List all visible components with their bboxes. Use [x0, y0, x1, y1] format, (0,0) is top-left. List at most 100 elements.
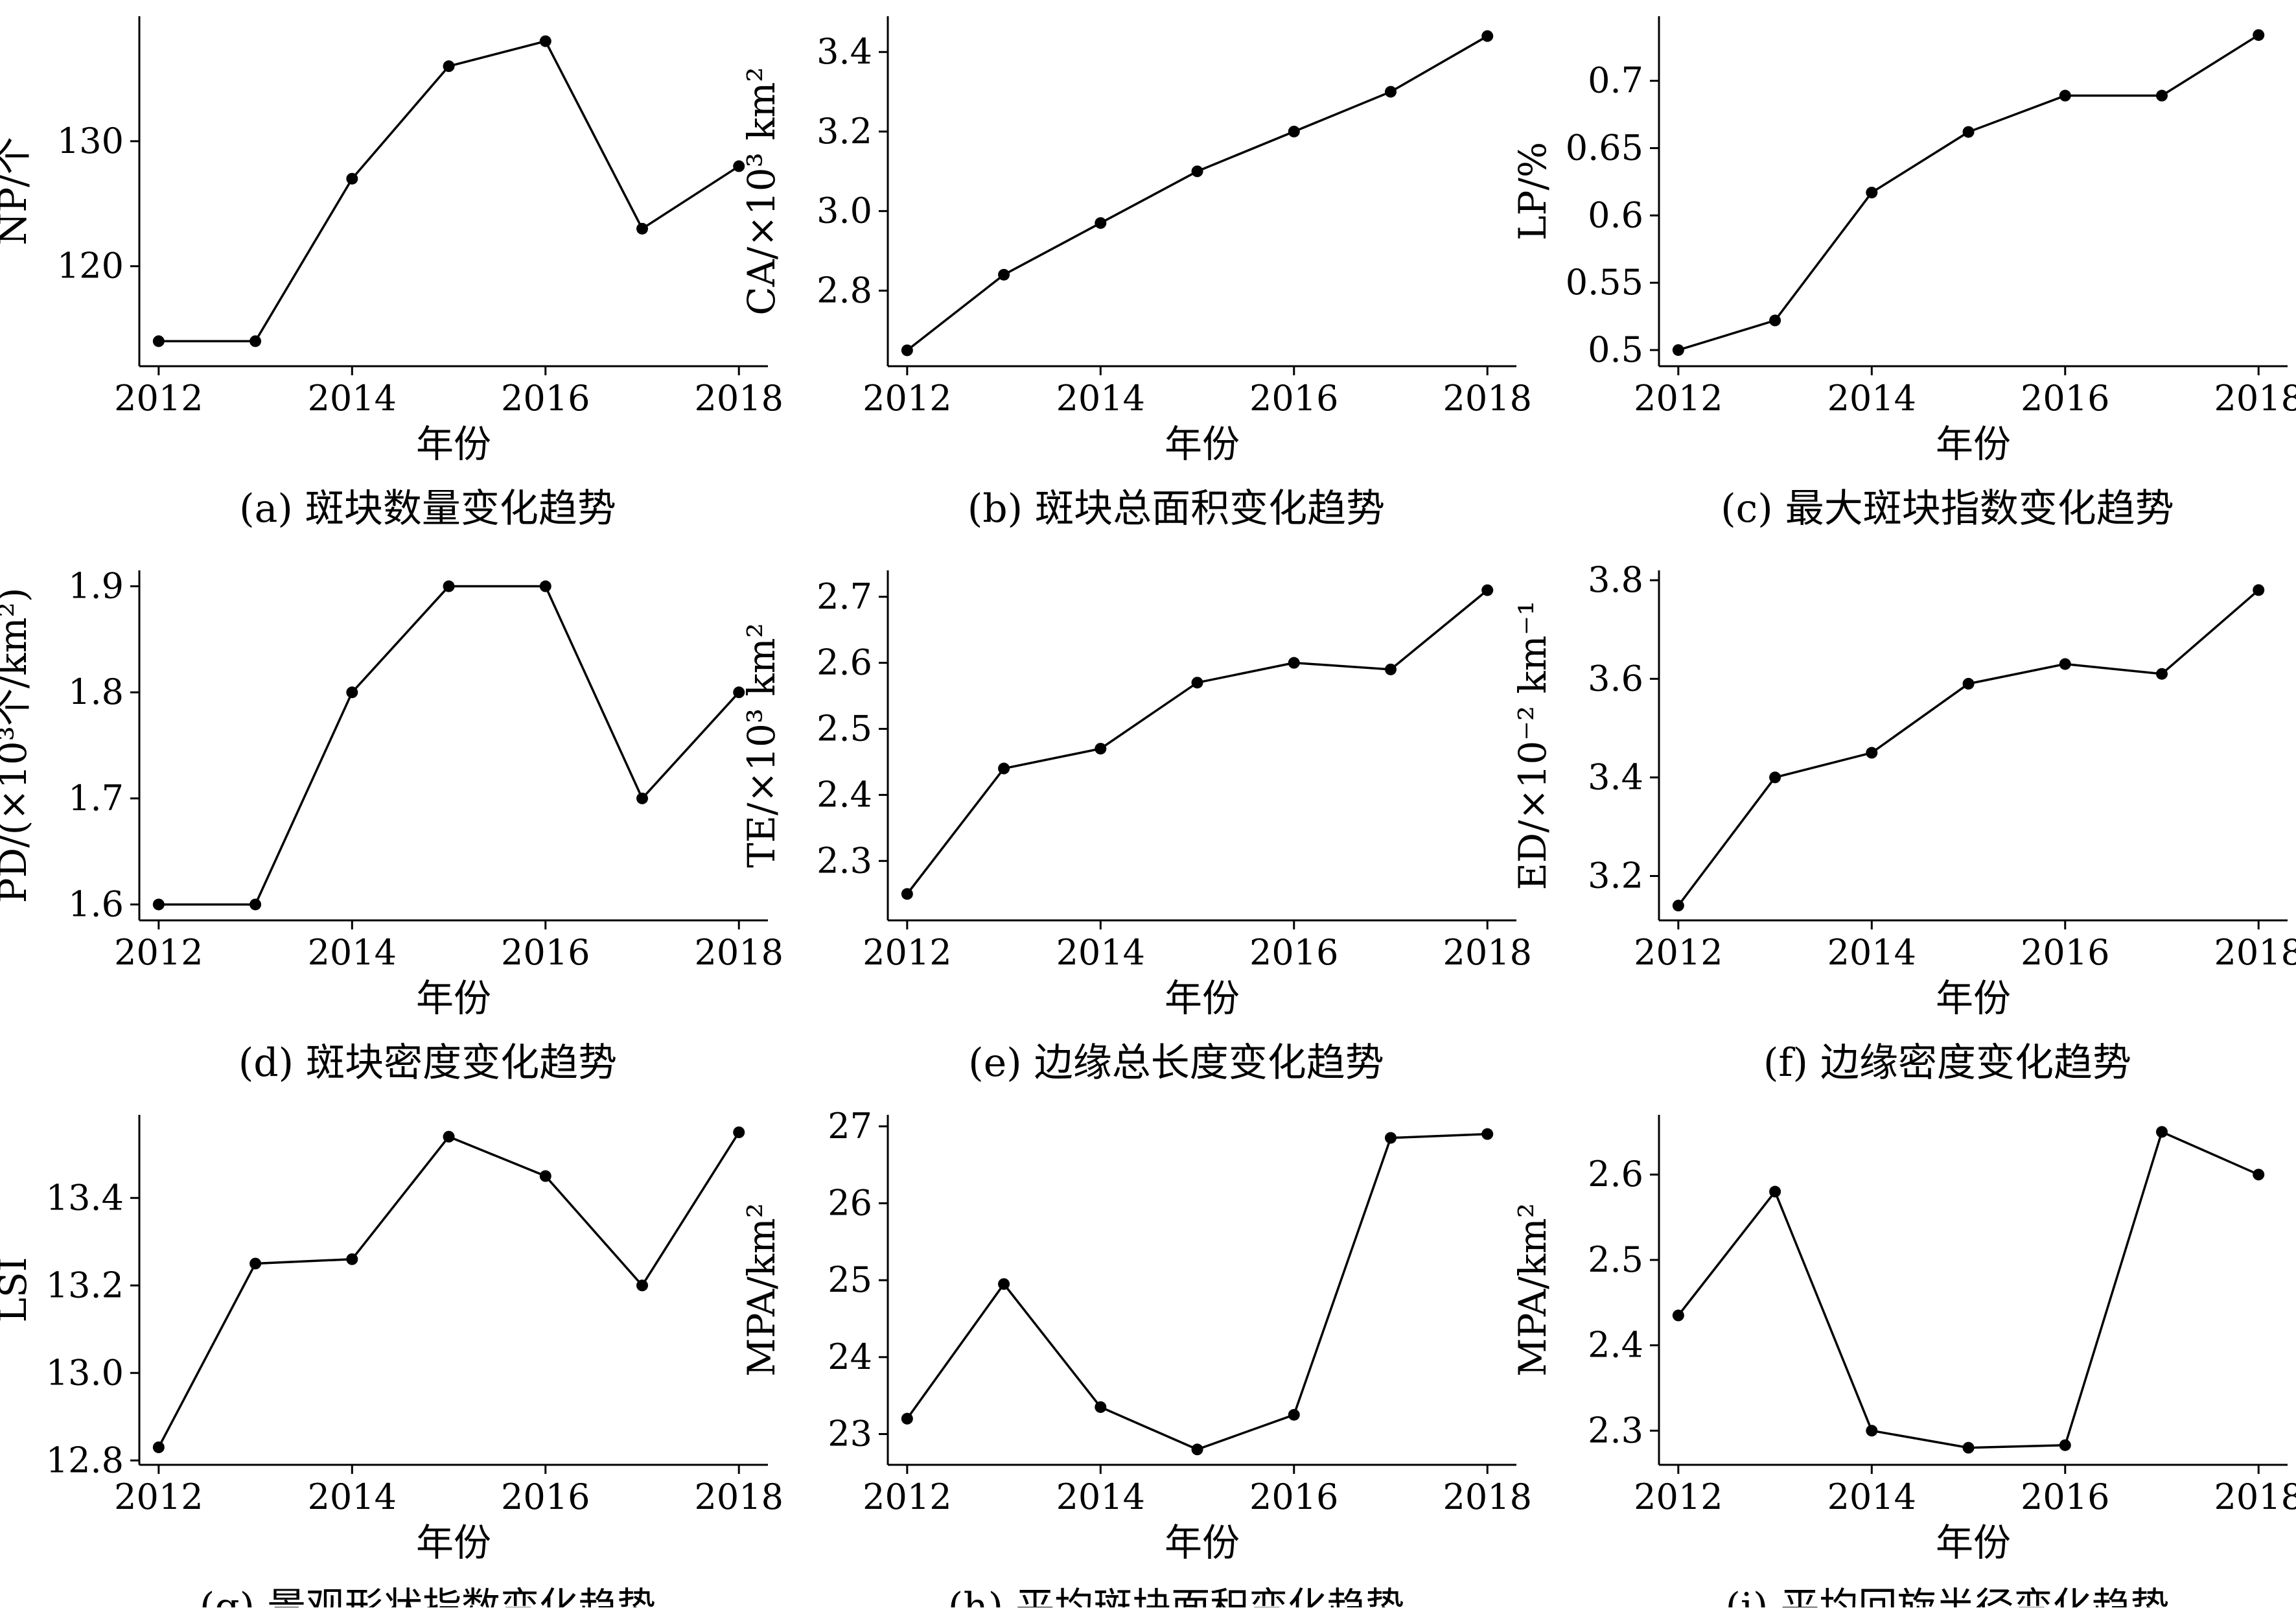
x-tick-label: 2016 — [2021, 1476, 2109, 1517]
x-tick-label: 2014 — [308, 1476, 397, 1517]
series-line — [906, 35, 1489, 351]
series-line — [1677, 1130, 2259, 1449]
x-tick-label: 2012 — [1634, 932, 1722, 973]
data-point — [152, 1441, 165, 1453]
chart-caption: (e) 边缘总长度变化趋势 — [968, 1040, 1384, 1086]
data-point — [346, 1253, 358, 1265]
data-point — [1288, 657, 1300, 669]
data-point — [1866, 187, 1878, 199]
x-tick-label: 2012 — [1634, 378, 1722, 419]
chart-caption: (a) 斑块数量变化趋势 — [239, 486, 616, 531]
x-tick-label: 2016 — [501, 932, 590, 973]
data-point — [249, 898, 262, 911]
y-tick-label: 27 — [828, 1106, 872, 1147]
data-point — [249, 335, 262, 347]
y-tick-label: 0.7 — [1588, 60, 1643, 101]
series-line — [906, 589, 1489, 895]
data-point — [636, 222, 648, 235]
data-point — [1191, 165, 1203, 178]
data-point — [249, 1257, 262, 1270]
y-tick-label: 13.0 — [46, 1352, 124, 1393]
data-point — [1962, 1441, 1975, 1454]
x-tick-label: 2012 — [863, 1476, 951, 1517]
x-tick-label: 2012 — [114, 932, 203, 973]
x-axis-label: 年份 — [1165, 1521, 1240, 1565]
x-tick-label: 2016 — [501, 1476, 590, 1517]
chart-d: 2012 2014 2016 2018 1.6 1.7 1.8 1.9 年份 PD/(×10³个/… — [0, 566, 783, 1086]
data-point — [1672, 344, 1684, 356]
data-point — [1769, 1185, 1781, 1198]
chart-caption: (h) 平均斑块面积变化趋势 — [948, 1585, 1405, 1607]
x-tick-label: 2018 — [695, 1476, 783, 1517]
y-tick-label: 23 — [828, 1414, 872, 1454]
x-axis-label: 年份 — [1165, 422, 1240, 466]
data-point — [998, 1278, 1010, 1290]
data-point — [1481, 30, 1494, 42]
data-point — [2059, 89, 2071, 102]
data-point — [539, 35, 551, 47]
x-axis-label: 年份 — [1936, 422, 2011, 466]
y-tick-label: 2.3 — [1588, 1410, 1643, 1451]
data-point — [539, 580, 551, 592]
y-tick-label: 3.6 — [1588, 658, 1643, 699]
data-point — [539, 1170, 551, 1182]
y-tick-label: 3.2 — [1588, 856, 1643, 896]
y-tick-label: 2.6 — [1588, 1154, 1643, 1195]
y-tick-label: 3.0 — [817, 191, 872, 231]
data-point — [2059, 658, 2071, 670]
x-tick-label: 2016 — [2021, 932, 2109, 973]
data-point — [1672, 900, 1684, 912]
data-point — [2156, 89, 2168, 102]
data-point — [636, 792, 648, 804]
y-tick-label: 3.4 — [817, 31, 872, 72]
data-point — [443, 1130, 455, 1143]
x-tick-label: 2014 — [308, 378, 397, 419]
data-point — [1095, 217, 1107, 229]
y-axis-label: LP/% — [1511, 142, 1555, 240]
series-line — [1678, 34, 2260, 351]
y-tick-label: 24 — [828, 1336, 872, 1377]
chart-caption: (f) 边缘密度变化趋势 — [1763, 1040, 2131, 1086]
x-tick-label: 2016 — [1249, 932, 1338, 973]
x-tick-label: 2018 — [1443, 932, 1532, 973]
data-point — [1672, 1309, 1684, 1322]
data-point — [1866, 1425, 1878, 1437]
x-tick-label: 2016 — [501, 378, 590, 419]
y-tick-label: 13.2 — [46, 1265, 124, 1305]
y-tick-label: 1.6 — [68, 883, 124, 924]
data-point — [1962, 126, 1975, 138]
data-point — [2253, 1169, 2265, 1181]
data-point — [1385, 663, 1397, 675]
data-point — [1288, 1408, 1300, 1421]
chart-caption: (i) 平均回旋半径变化趋势 — [1725, 1585, 2169, 1607]
x-tick-label: 2012 — [114, 378, 203, 419]
x-tick-label: 2018 — [695, 378, 783, 419]
data-point — [2156, 1126, 2168, 1138]
x-tick-label: 2016 — [1249, 1476, 1338, 1517]
data-point — [2253, 584, 2265, 596]
y-tick-label: 3.2 — [817, 111, 872, 152]
data-point — [733, 1126, 745, 1138]
x-axis-label: 年份 — [1165, 976, 1240, 1020]
data-point — [443, 580, 455, 592]
series-line — [1677, 589, 2260, 907]
x-tick-label: 2014 — [1827, 932, 1916, 973]
data-point — [152, 898, 165, 911]
data-point — [152, 335, 165, 347]
y-tick-label: 1.8 — [68, 671, 124, 712]
x-tick-label: 2018 — [695, 932, 783, 973]
x-axis-label: 年份 — [416, 1521, 491, 1565]
y-tick-label: 3.8 — [1588, 559, 1643, 600]
x-tick-label: 2016 — [1249, 378, 1338, 419]
data-point — [443, 60, 455, 73]
chart-b: 2012 2014 2016 2018 2.8 3.0 3.2 3.4 年份 CA/×10³ km… — [739, 16, 1532, 531]
y-tick-label: 12.8 — [46, 1440, 124, 1480]
y-tick-label: 2.6 — [817, 642, 872, 683]
x-tick-label: 2012 — [863, 932, 951, 973]
chart-a: 2012 2014 2016 2018 120 130 年份 NP/个 (a) 斑块数量变化趋势 — [0, 16, 783, 531]
data-point — [901, 888, 913, 900]
chart-caption: (g) 景观形状指数变化趋势 — [200, 1585, 656, 1607]
data-point — [1481, 1128, 1494, 1140]
chart-h: 2012 2014 2016 2018 23 24 25 26 27 年份 MPA/km² (h) 平… — [739, 1106, 1532, 1610]
